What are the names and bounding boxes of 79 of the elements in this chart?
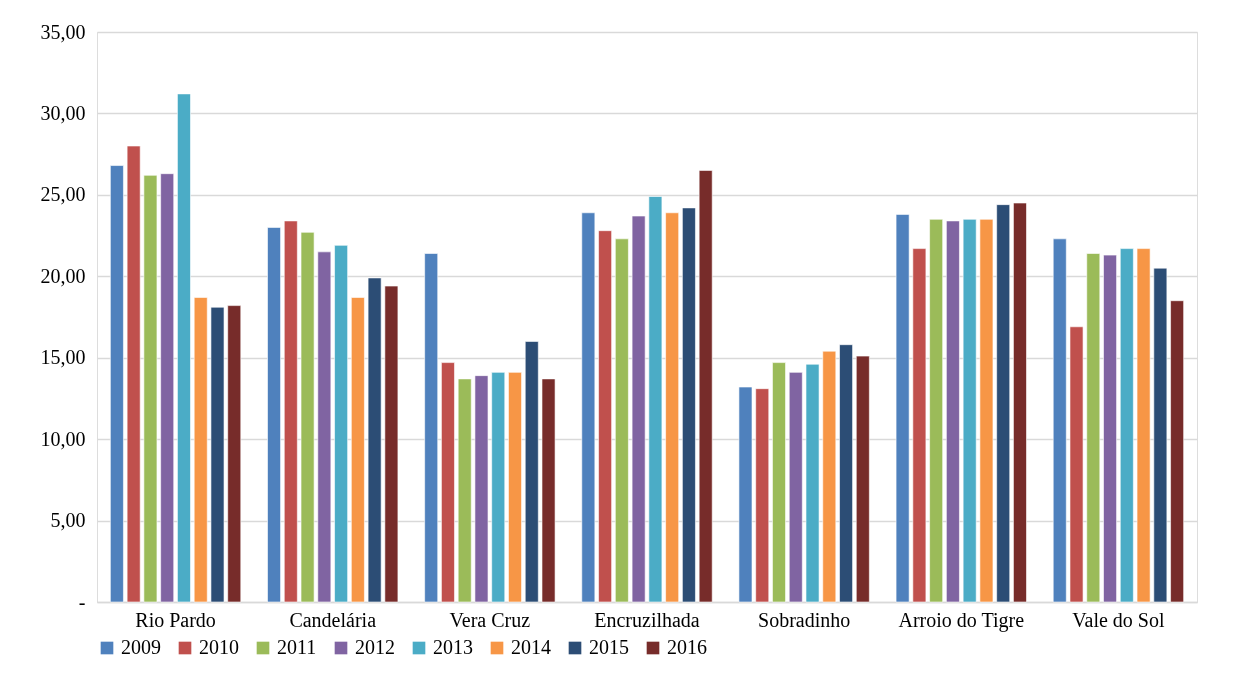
legend-label: 2009 <box>121 636 161 658</box>
bar <box>267 226 282 603</box>
bar <box>822 350 837 603</box>
legend-label: 2015 <box>589 636 629 658</box>
bar <box>109 165 124 603</box>
bar <box>367 277 382 603</box>
bar <box>474 375 489 603</box>
legend-label: 2010 <box>199 636 239 658</box>
bar <box>855 355 870 603</box>
bar <box>317 251 332 603</box>
bar <box>1153 267 1168 603</box>
y-tick-label: 25,00 <box>40 183 86 206</box>
y-tick-label: - <box>78 590 86 613</box>
bar <box>912 248 927 603</box>
bar <box>1136 248 1151 603</box>
bar <box>176 93 191 603</box>
bar <box>126 145 141 603</box>
bar <box>283 220 298 603</box>
bar <box>1086 252 1101 603</box>
bar <box>738 386 753 603</box>
bar <box>771 362 787 603</box>
bar <box>614 238 629 603</box>
x-tick-label: Candelária <box>289 608 377 631</box>
bar <box>598 230 613 603</box>
bar <box>457 378 472 603</box>
bar <box>929 218 944 603</box>
y-tick-label: 15,00 <box>40 346 86 369</box>
x-tick-label: Rio Pardo <box>135 608 216 631</box>
bar <box>1052 238 1067 603</box>
bar <box>698 169 713 603</box>
y-tick-label: 35,00 <box>40 20 86 43</box>
bar <box>193 296 208 603</box>
bar <box>384 285 399 603</box>
bar <box>143 174 158 603</box>
legend-label: 2016 <box>667 636 707 658</box>
bar <box>681 207 696 603</box>
bar <box>1069 326 1084 603</box>
bar <box>996 204 1011 603</box>
bar <box>210 306 225 603</box>
bar <box>979 218 994 603</box>
bar <box>334 244 349 603</box>
bar <box>1119 248 1134 603</box>
bar <box>945 220 960 603</box>
bar <box>507 371 523 603</box>
x-tick-label: Sobradinho <box>758 608 851 631</box>
legend-label: 2013 <box>433 636 473 658</box>
bar <box>788 371 803 603</box>
bar <box>665 212 680 603</box>
bar <box>1012 202 1027 603</box>
bar <box>524 340 539 603</box>
x-tick-label: Encruzilhada <box>594 608 700 631</box>
bar <box>581 212 596 603</box>
y-tick-label: 30,00 <box>40 101 86 124</box>
legend-label: 2011 <box>277 636 317 658</box>
bar <box>491 371 506 603</box>
bar <box>962 218 977 603</box>
bar <box>895 213 910 603</box>
bar <box>440 362 455 603</box>
bar <box>1103 254 1118 603</box>
x-tick-label: Arroio do Tigre <box>898 608 1025 632</box>
bar <box>160 173 175 603</box>
bar <box>424 252 439 603</box>
bar <box>755 388 770 603</box>
y-tick-label: 20,00 <box>40 264 86 287</box>
bar <box>541 378 556 603</box>
bar <box>1170 300 1185 603</box>
legend-label: 2012 <box>355 636 395 658</box>
bar <box>648 195 663 603</box>
y-tick-label: 10,00 <box>40 427 86 450</box>
bar <box>631 215 646 603</box>
legend-label: 2014 <box>511 636 551 658</box>
bar <box>839 344 854 603</box>
bar <box>805 363 820 603</box>
y-tick-label: 5,00 <box>50 509 86 532</box>
bar <box>227 305 242 603</box>
x-tick-label: Vera Cruz <box>449 608 531 631</box>
x-tick-label: Vale do Sol <box>1072 608 1165 631</box>
bar <box>350 296 365 603</box>
bar <box>300 231 315 603</box>
